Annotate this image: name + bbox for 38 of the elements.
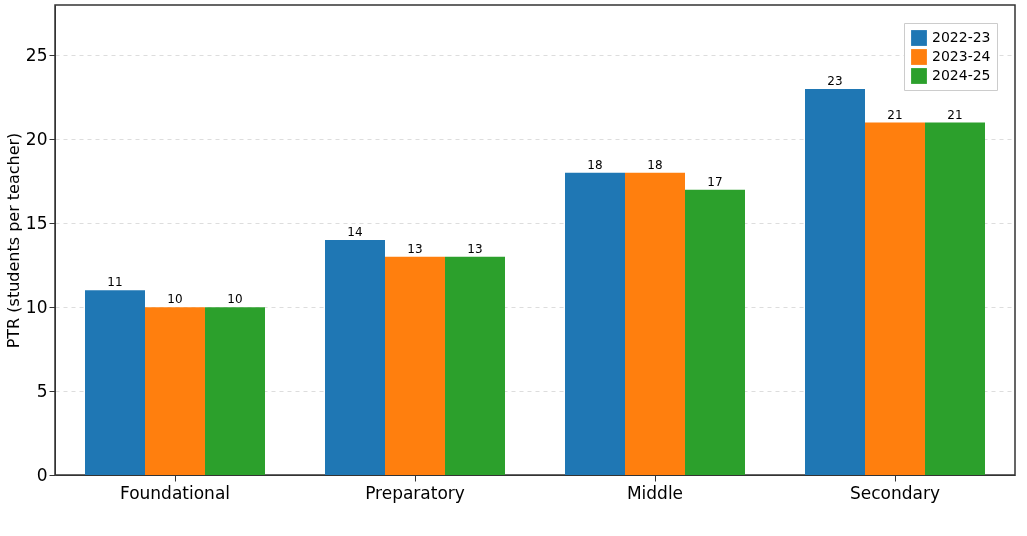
bar: [805, 88, 865, 475]
y-tick-label: 5: [36, 380, 48, 401]
x-tick-label: Foundational: [119, 482, 231, 503]
data-label: 17: [707, 174, 723, 189]
data-label: 21: [887, 107, 903, 122]
data-label: 14: [347, 225, 363, 239]
y-tick-label: 20: [25, 128, 48, 149]
data-label: 10: [227, 292, 243, 307]
bar: [625, 172, 685, 475]
data-label: 18: [647, 157, 663, 172]
y-tick-label: 0: [36, 464, 48, 485]
bar: [145, 307, 205, 475]
legend-label: 2024-25: [932, 67, 991, 83]
data-label: 18: [587, 157, 603, 172]
y-tick-label: 15: [25, 212, 48, 233]
bar: [445, 256, 505, 475]
y-axis-title: PTR (students per teacher): [3, 132, 23, 349]
data-label: 10: [167, 292, 183, 307]
x-tick-label: Secondary: [849, 482, 941, 503]
bar: [685, 189, 745, 475]
bar: [85, 290, 145, 475]
bar: [205, 307, 265, 475]
x-tick-label: Preparatory: [365, 482, 465, 503]
y-tick-label: 25: [25, 44, 48, 65]
bar: [565, 172, 625, 475]
legend-label: 2023-24: [932, 48, 991, 64]
data-label: 11: [107, 275, 123, 290]
x-tick-label: Middle: [626, 482, 684, 503]
y-tick-label: 10: [25, 296, 48, 317]
bar: [925, 122, 985, 475]
data-label: 23: [827, 73, 843, 88]
data-label: 13: [407, 241, 423, 256]
legend-label: 2022-23: [932, 29, 991, 45]
data-label: 21: [947, 107, 963, 122]
bar: [385, 256, 445, 475]
bar: [325, 240, 385, 475]
data-label: 13: [467, 241, 483, 256]
bar: [865, 122, 925, 475]
